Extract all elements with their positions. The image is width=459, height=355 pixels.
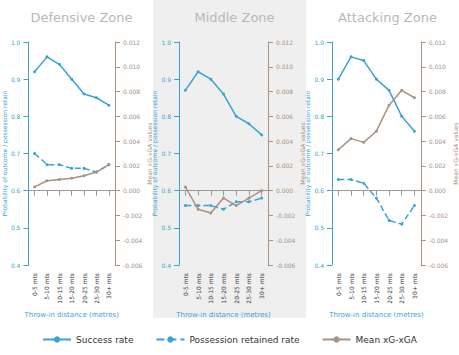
svg-text:30+ mts: 30+ mts: [411, 273, 418, 299]
svg-text:0.4: 0.4: [161, 262, 171, 269]
svg-text:25-30 mts: 25-30 mts: [93, 273, 100, 304]
svg-text:0.006: 0.006: [429, 113, 446, 120]
svg-text:0.7: 0.7: [11, 150, 21, 157]
svg-text:0.010: 0.010: [123, 63, 140, 70]
svg-text:Success rate: Success rate: [76, 335, 134, 345]
svg-text:-0.002: -0.002: [276, 212, 296, 219]
svg-text:-0.004: -0.004: [276, 237, 296, 244]
svg-text:10-15 mts: 10-15 mts: [56, 273, 63, 304]
svg-text:-0.006: -0.006: [123, 262, 143, 269]
svg-text:Probability of outcome / posse: Probability of outcome / possession reta…: [1, 90, 9, 216]
svg-text:-0.002: -0.002: [123, 212, 143, 219]
svg-text:20-25 mts: 20-25 mts: [233, 273, 240, 304]
svg-text:Throw-in distance (metres): Throw-in distance (metres): [328, 311, 424, 319]
svg-text:0-5 mts: 0-5 mts: [31, 273, 38, 296]
svg-text:1.0: 1.0: [314, 39, 324, 46]
svg-text:0.000: 0.000: [276, 187, 293, 194]
svg-text:0.9: 0.9: [161, 76, 171, 83]
svg-text:0.4: 0.4: [314, 262, 324, 269]
svg-text:0.6: 0.6: [161, 187, 171, 194]
svg-text:20-25 mts: 20-25 mts: [81, 273, 88, 304]
svg-text:25-30 mts: 25-30 mts: [245, 273, 252, 304]
svg-text:Mean xG-xGA values: Mean xG-xGA values: [452, 122, 459, 184]
svg-text:-0.006: -0.006: [276, 262, 296, 269]
svg-text:0.012: 0.012: [429, 39, 446, 46]
svg-text:0.7: 0.7: [161, 150, 171, 157]
svg-text:-0.002: -0.002: [429, 212, 449, 219]
svg-text:0.5: 0.5: [11, 224, 21, 231]
svg-text:15-20 mts: 15-20 mts: [220, 273, 227, 304]
svg-text:10-15 mts: 10-15 mts: [207, 273, 214, 304]
svg-text:0.010: 0.010: [429, 63, 446, 70]
svg-text:Mean xG-xGA values: Mean xG-xGA values: [298, 122, 306, 185]
svg-text:-0.004: -0.004: [123, 237, 143, 244]
svg-text:Probability of outcome / posse: Probability of outcome / possession reta…: [304, 90, 312, 216]
svg-text:10-15 mts: 10-15 mts: [360, 273, 367, 304]
svg-text:Mean xG-xGA: Mean xG-xGA: [356, 335, 418, 345]
svg-text:0.008: 0.008: [276, 88, 293, 95]
svg-text:1.0: 1.0: [161, 39, 171, 46]
svg-text:Attacking Zone: Attacking Zone: [338, 10, 437, 25]
svg-text:0.000: 0.000: [429, 187, 446, 194]
svg-text:Probability of outcome / posse: Probability of outcome / possession reta…: [151, 90, 159, 216]
svg-text:20-25 mts: 20-25 mts: [386, 273, 393, 304]
svg-text:0.008: 0.008: [123, 88, 140, 95]
svg-text:0.010: 0.010: [276, 63, 293, 70]
svg-text:0.4: 0.4: [11, 262, 21, 269]
svg-text:0.006: 0.006: [123, 113, 140, 120]
svg-text:-0.006: -0.006: [429, 262, 449, 269]
svg-text:Throw-in distance (metres): Throw-in distance (metres): [23, 311, 119, 319]
svg-text:0.5: 0.5: [314, 224, 324, 231]
svg-text:0.002: 0.002: [276, 162, 293, 169]
svg-text:30+ mts: 30+ mts: [105, 273, 112, 299]
svg-text:15-20 mts: 15-20 mts: [68, 273, 75, 304]
svg-text:0-5 mts: 0-5 mts: [335, 273, 342, 296]
svg-text:Defensive Zone: Defensive Zone: [30, 10, 132, 25]
svg-text:0.002: 0.002: [123, 162, 140, 169]
svg-text:0.6: 0.6: [11, 187, 21, 194]
svg-text:5-10 mts: 5-10 mts: [195, 273, 202, 300]
svg-text:5-10 mts: 5-10 mts: [43, 273, 50, 300]
svg-text:Middle Zone: Middle Zone: [194, 10, 274, 25]
svg-text:0.6: 0.6: [314, 187, 324, 194]
svg-text:0.004: 0.004: [123, 138, 140, 145]
svg-text:5-10 mts: 5-10 mts: [348, 273, 355, 300]
svg-text:0.004: 0.004: [429, 138, 446, 145]
svg-text:0.9: 0.9: [11, 76, 21, 83]
svg-text:0.008: 0.008: [429, 88, 446, 95]
svg-text:0.000: 0.000: [123, 187, 140, 194]
svg-text:0.7: 0.7: [314, 150, 324, 157]
svg-text:1.0: 1.0: [11, 39, 21, 46]
svg-text:-0.004: -0.004: [429, 237, 449, 244]
svg-text:0-5 mts: 0-5 mts: [182, 273, 189, 296]
svg-text:30+ mts: 30+ mts: [258, 273, 265, 299]
svg-text:0.004: 0.004: [276, 138, 293, 145]
svg-text:0.012: 0.012: [276, 39, 293, 46]
svg-text:0.002: 0.002: [429, 162, 446, 169]
svg-text:0.8: 0.8: [11, 113, 21, 120]
svg-text:Possession retained rate: Possession retained rate: [189, 335, 300, 345]
svg-text:0.8: 0.8: [161, 113, 171, 120]
svg-text:0.8: 0.8: [314, 113, 324, 120]
svg-text:0.006: 0.006: [276, 113, 293, 120]
svg-text:0.5: 0.5: [161, 224, 171, 231]
svg-text:25-30 mts: 25-30 mts: [398, 273, 405, 304]
svg-text:0.9: 0.9: [314, 76, 324, 83]
svg-text:0.012: 0.012: [123, 39, 140, 46]
svg-text:Mean xG-xGA values: Mean xG-xGA values: [145, 122, 153, 185]
svg-text:Throw-in distance (metres): Throw-in distance (metres): [175, 311, 271, 319]
svg-text:15-20 mts: 15-20 mts: [373, 273, 380, 304]
